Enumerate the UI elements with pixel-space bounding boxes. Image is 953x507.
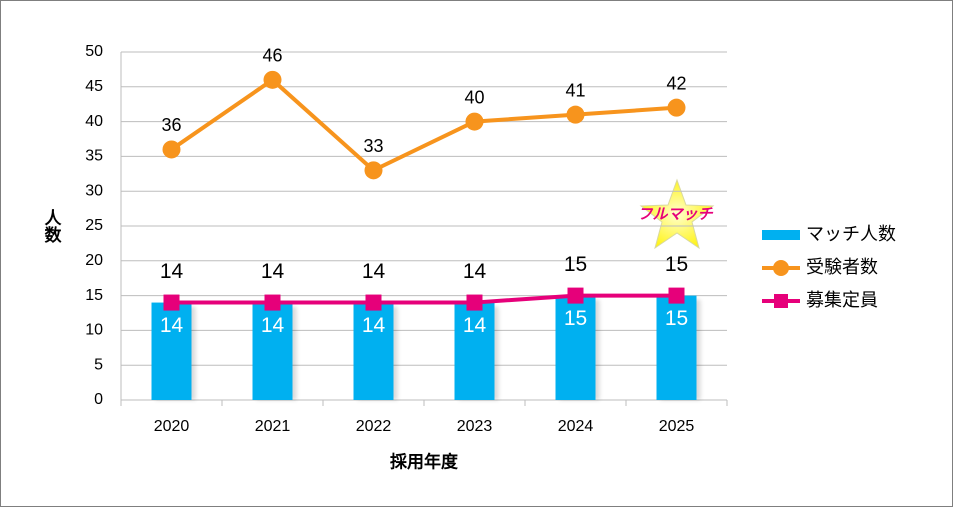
marker bbox=[364, 161, 383, 180]
marker bbox=[466, 294, 483, 311]
marker bbox=[566, 105, 585, 124]
data-label: 14 bbox=[261, 260, 285, 283]
bar bbox=[555, 295, 596, 400]
y-tick-label: 0 bbox=[94, 391, 103, 408]
y-tick-label: 20 bbox=[85, 252, 103, 269]
marker bbox=[263, 70, 282, 89]
y-tick-label: 45 bbox=[85, 78, 103, 95]
data-label: 33 bbox=[363, 136, 383, 156]
x-tick-label: 2025 bbox=[659, 418, 695, 435]
y-tick-label: 15 bbox=[85, 287, 103, 304]
bar-value-label: 15 bbox=[564, 307, 587, 330]
x-tick-label: 2021 bbox=[255, 418, 291, 435]
data-label: 41 bbox=[565, 80, 585, 100]
marker bbox=[264, 294, 281, 311]
y-tick-label: 30 bbox=[85, 182, 103, 199]
bar-value-label: 14 bbox=[362, 314, 386, 337]
data-label: 15 bbox=[564, 253, 587, 276]
data-label: 40 bbox=[464, 87, 484, 107]
y-tick-label: 10 bbox=[85, 322, 103, 339]
marker bbox=[162, 140, 181, 159]
data-label: 14 bbox=[463, 260, 487, 283]
x-tick-label: 2022 bbox=[356, 418, 392, 435]
x-tick-label: 2024 bbox=[558, 418, 594, 435]
bar-value-label: 14 bbox=[160, 314, 184, 337]
bar bbox=[252, 302, 293, 400]
bar-value-label: 15 bbox=[665, 307, 688, 330]
marker bbox=[365, 294, 382, 311]
bar bbox=[656, 295, 697, 400]
data-label: 15 bbox=[665, 253, 688, 276]
legend-label: マッチ人数 bbox=[806, 224, 896, 244]
line bbox=[171, 293, 677, 305]
legend-marker bbox=[774, 294, 788, 308]
data-label: 14 bbox=[160, 260, 184, 283]
legend-label: 募集定員 bbox=[806, 290, 878, 310]
y-tick-label: 40 bbox=[85, 113, 103, 130]
y-tick-label: 50 bbox=[85, 43, 103, 60]
y-tick-label: 35 bbox=[85, 148, 103, 165]
bar bbox=[353, 302, 394, 400]
legend-label: 受験者数 bbox=[806, 257, 878, 277]
marker bbox=[668, 287, 685, 304]
marker bbox=[163, 294, 180, 311]
data-label: 14 bbox=[362, 260, 386, 283]
legend-marker bbox=[773, 260, 789, 276]
data-label: 46 bbox=[262, 46, 282, 66]
star-icon bbox=[639, 178, 715, 250]
y-tick-label: 25 bbox=[85, 217, 103, 234]
marker bbox=[567, 287, 584, 304]
line bbox=[170, 77, 677, 173]
x-tick-label: 2020 bbox=[154, 418, 190, 435]
marker bbox=[667, 98, 686, 117]
bar-value-label: 14 bbox=[261, 314, 285, 337]
bar bbox=[454, 302, 495, 400]
x-axis-title: 採用年度 bbox=[390, 451, 459, 471]
bar bbox=[151, 302, 192, 400]
data-label: 36 bbox=[161, 115, 181, 135]
marker bbox=[465, 112, 484, 131]
data-label: 42 bbox=[666, 73, 686, 93]
y-axis-title: 人数 bbox=[42, 209, 62, 244]
x-tick-label: 2023 bbox=[457, 418, 493, 435]
y-tick-label: 5 bbox=[94, 356, 103, 373]
annotation: フルマッチ bbox=[637, 206, 713, 223]
legend-swatch bbox=[762, 230, 800, 240]
bar-value-label: 14 bbox=[463, 314, 487, 337]
